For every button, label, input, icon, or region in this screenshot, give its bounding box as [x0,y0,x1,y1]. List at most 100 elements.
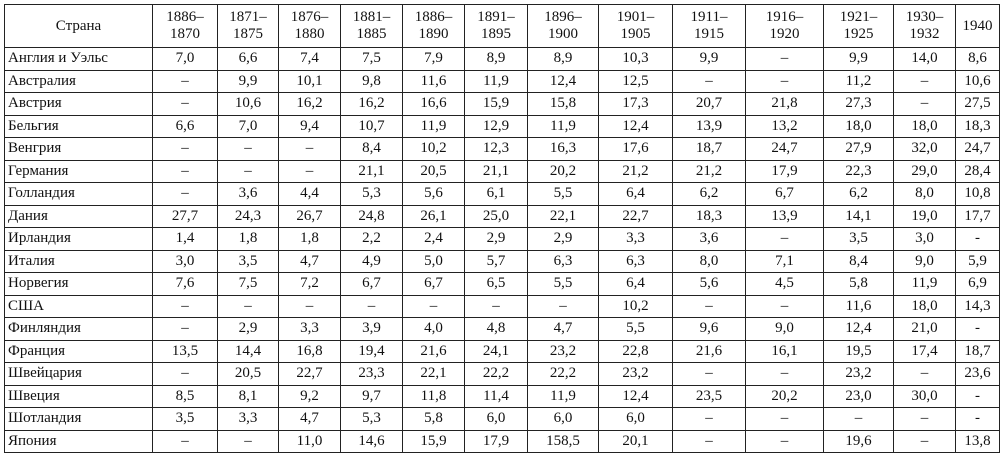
value-cell: 158,5 [527,429,599,453]
header-cell: 1901– 1905 [598,4,673,48]
value-cell: 32,0 [893,137,956,161]
value-cell: 21,1 [340,159,403,183]
value-cell: 19,5 [823,339,894,363]
value-cell: – [217,159,279,183]
country-cell: Германия [4,159,153,183]
value-cell: 19,4 [340,339,403,363]
value-cell: 18,3 [955,114,1000,138]
value-cell: 4,7 [278,249,341,273]
value-cell: 2,9 [527,227,599,251]
table-row: Австралия –9,9 10,1 9,8 11,6 11,9 12,4 12,5– –11… [4,69,1000,93]
country-cell: Шотландия [4,407,153,431]
value-cell: 1,4 [152,227,218,251]
value-cell: 22,2 [464,362,528,386]
value-cell: 8,4 [823,249,894,273]
header-cell: 1916– 1920 [745,4,824,48]
value-cell: 20,5 [402,159,465,183]
value-cell: – [893,407,956,431]
table-row: Бельгия 6,6 7,0 9,4 10,7 11,9 12,9 11,9 12,4 13,9… [4,114,1000,138]
value-cell: 21,6 [672,339,746,363]
value-cell: 3,5 [152,407,218,431]
value-cell: – [893,362,956,386]
value-cell: 4,8 [464,317,528,341]
value-cell: 9,4 [278,114,341,138]
value-cell: 18,7 [672,137,746,161]
value-cell: 12,3 [464,137,528,161]
value-cell: 21,2 [598,159,673,183]
table-row: Швейцария –20,5 22,7 23,3 22,1 22,2 22,2 23,2– –… [4,362,1000,386]
value-cell: 3,0 [152,249,218,273]
value-cell: 9,9 [217,69,279,93]
country-cell: Ирландия [4,227,153,251]
value-cell: 10,2 [598,294,673,318]
value-cell: 8,5 [152,384,218,408]
country-cell: Швеция [4,384,153,408]
header-cell: 1921– 1925 [823,4,894,48]
country-cell: США [4,294,153,318]
value-cell: 14,3 [955,294,1000,318]
value-cell: 3,0 [893,227,956,251]
value-cell: 22,1 [527,204,599,228]
value-cell: 28,4 [955,159,1000,183]
value-cell: - [955,317,1000,341]
value-cell: 24,8 [340,204,403,228]
value-cell: 18,0 [893,114,956,138]
value-cell: – [672,362,746,386]
value-cell: 7,0 [152,47,218,71]
value-cell: 22,3 [823,159,894,183]
value-cell: – [278,137,341,161]
table-row: Германия – – –21,1 20,5 21,1 20,2 21,2 21,2 17,9 2… [4,159,1000,183]
value-cell: – [823,407,894,431]
value-cell: – [152,294,218,318]
value-cell: 4,7 [527,317,599,341]
value-cell: 7,2 [278,272,341,296]
value-cell: 5,7 [464,249,528,273]
value-cell: 5,6 [402,182,465,206]
country-cell: Англия и Уэльс [4,47,153,71]
value-cell: – [152,182,218,206]
value-cell: 26,1 [402,204,465,228]
value-cell: 11,4 [464,384,528,408]
table-row: Ирландия 1,4 1,8 1,8 2,2 2,4 2,9 2,9 3,3 3,6–3,5 3… [4,227,1000,251]
value-cell: 12,9 [464,114,528,138]
value-cell: 24,7 [745,137,824,161]
country-cell: Франция [4,339,153,363]
value-cell: 5,5 [527,272,599,296]
value-cell: 3,6 [672,227,746,251]
value-cell: 11,0 [278,429,341,453]
value-cell: 3,3 [598,227,673,251]
value-cell: 11,8 [402,384,465,408]
value-cell: - [955,227,1000,251]
header-cell: 1940 [955,4,1000,48]
value-cell: 5,0 [402,249,465,273]
value-cell: 6,9 [955,272,1000,296]
value-cell: 11,6 [823,294,894,318]
value-cell: 1,8 [278,227,341,251]
header-cell: 1911– 1915 [672,4,746,48]
value-cell: 7,4 [278,47,341,71]
value-cell: 6,7 [402,272,465,296]
value-cell: 17,9 [464,429,528,453]
value-cell: 8,9 [527,47,599,71]
value-cell: 11,9 [402,114,465,138]
header-cell: 1886– 1870 [152,4,218,48]
value-cell: 6,7 [340,272,403,296]
value-cell: – [402,294,465,318]
value-cell: 6,4 [598,182,673,206]
value-cell: 6,3 [598,249,673,273]
value-cell: – [745,429,824,453]
table-row: Финляндия –2,9 3,3 3,9 4,0 4,8 4,7 5,5 9,6 9,0 12,… [4,317,1000,341]
value-cell: 23,0 [823,384,894,408]
value-cell: 7,1 [745,249,824,273]
value-cell: 22,7 [598,204,673,228]
value-cell: 8,1 [217,384,279,408]
value-cell: 12,5 [598,69,673,93]
country-cell: Дания [4,204,153,228]
value-cell: 14,1 [823,204,894,228]
value-cell: 18,3 [672,204,746,228]
table-row: Швеция 8,5 8,1 9,2 9,7 11,8 11,4 11,9 12,4 23,5 20… [4,384,1000,408]
value-cell: 13,5 [152,339,218,363]
value-cell: 27,9 [823,137,894,161]
value-cell: – [745,47,824,71]
value-cell: – [893,429,956,453]
